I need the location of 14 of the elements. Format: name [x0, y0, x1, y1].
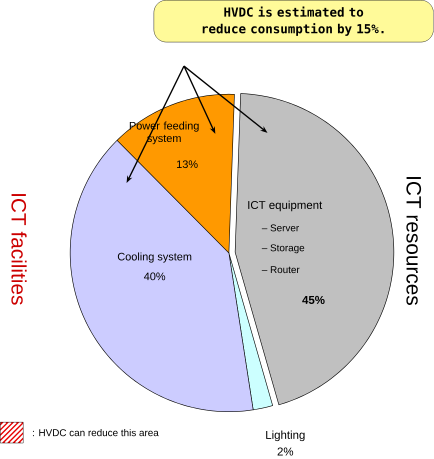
- slice-label: Lighting: [266, 430, 305, 442]
- slice-label: ICT equipment: [248, 200, 322, 212]
- text: HVDC is estimated to reduce consumption by 15%.: [202, 6, 384, 36]
- text: – Router: [262, 266, 300, 274]
- text: ICT facilities: [12, 194, 27, 305]
- data-label: 40%: [144, 272, 166, 280]
- data-label: 13%: [177, 160, 198, 168]
- text: – Storage: [262, 244, 304, 254]
- data-label: 2%: [278, 447, 294, 456]
- slice-label: Cooling system: [118, 252, 192, 263]
- text: : HVDC can reduce this area: [33, 428, 159, 436]
- text: ICT resources: [406, 177, 422, 305]
- text: – Server: [262, 224, 300, 232]
- data-label: 45%: [302, 296, 325, 304]
